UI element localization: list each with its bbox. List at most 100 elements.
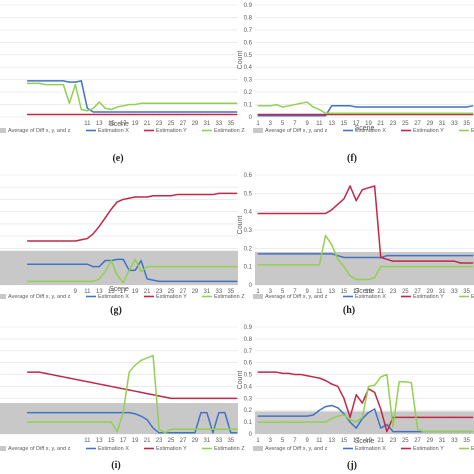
data-point [294, 415, 296, 417]
data-point [140, 111, 142, 113]
x-tick-label: 17 [120, 438, 127, 444]
x-tick-label: 17 [353, 121, 360, 127]
data-point [294, 103, 296, 106]
data-point [56, 263, 59, 265]
data-point [343, 414, 345, 416]
data-point [349, 185, 351, 187]
data-point [331, 383, 333, 385]
data-point [453, 266, 455, 268]
data-point [282, 106, 284, 108]
data-point [324, 113, 327, 116]
data-point [194, 280, 196, 282]
x-tick-label: 31 [439, 121, 446, 127]
data-point [152, 427, 154, 429]
data-point [146, 357, 148, 359]
data-point [374, 185, 376, 187]
data-point [466, 112, 468, 114]
data-point [269, 105, 271, 107]
data-point [224, 113, 226, 116]
data-point [164, 113, 166, 116]
data-point [257, 105, 259, 107]
data-point [44, 80, 47, 82]
data-point [152, 113, 154, 116]
data-point [257, 113, 259, 116]
data-point [386, 112, 388, 114]
data-point [386, 113, 388, 116]
data-point [300, 212, 302, 215]
data-point [355, 200, 357, 202]
data-point [218, 280, 220, 282]
data-point [116, 387, 118, 389]
data-point [472, 255, 474, 257]
data-point [68, 240, 70, 242]
x-tick-label: 15 [341, 438, 348, 444]
data-point [441, 106, 443, 108]
x-tick-label: 25 [402, 121, 409, 127]
data-point [176, 193, 178, 196]
data-point [447, 416, 449, 418]
x-tick-label: 7 [293, 289, 297, 295]
data-point [26, 80, 29, 82]
x-tick-label: 33 [216, 121, 223, 127]
data-point [80, 80, 82, 82]
y-tick-label: 0.3 [244, 396, 253, 402]
x-tick-label: 9 [74, 289, 78, 295]
data-point [50, 263, 53, 265]
data-point [257, 253, 259, 255]
data-point [337, 105, 339, 107]
data-point [361, 106, 363, 108]
data-point [288, 212, 290, 215]
data-point [466, 113, 468, 116]
data-point [200, 193, 202, 196]
data-point [337, 112, 339, 114]
data-point [170, 266, 172, 268]
data-point [86, 280, 88, 282]
data-point [122, 198, 124, 201]
data-point [92, 421, 94, 423]
data-point [459, 262, 462, 264]
data-point [146, 113, 148, 116]
x-tick-label: 25 [402, 438, 409, 444]
y-tick-label: 0.8 [244, 15, 253, 21]
data-point [380, 408, 382, 410]
data-point [152, 111, 154, 113]
data-point [212, 113, 214, 116]
x-tick-label: 33 [216, 289, 223, 295]
data-point [459, 431, 462, 433]
data-point [80, 239, 82, 241]
x-tick-label: 11 [84, 438, 91, 444]
data-point [288, 113, 290, 116]
data-point [343, 105, 345, 107]
data-point [62, 80, 64, 82]
data-point [92, 266, 94, 268]
data-point [74, 81, 76, 83]
data-point [224, 397, 226, 399]
data-point [453, 255, 455, 257]
data-point [374, 256, 376, 259]
data-point [312, 115, 314, 117]
data-point [435, 260, 437, 262]
data-point [230, 280, 232, 282]
x-tick-label: 31 [439, 289, 446, 295]
data-point [312, 421, 314, 423]
x-tick-label: 15 [341, 289, 348, 295]
data-point [275, 113, 278, 116]
legend-label: Es [471, 446, 474, 452]
data-point [158, 428, 160, 430]
data-point [472, 112, 474, 114]
data-point [306, 253, 308, 255]
data-point [122, 105, 124, 107]
data-point [416, 416, 419, 418]
data-point [182, 111, 184, 113]
data-point [44, 113, 47, 116]
x-tick-label: 21 [377, 289, 384, 295]
data-point [26, 371, 29, 373]
data-point [224, 102, 226, 104]
legend-label: Average of Diff x, y, and z [265, 294, 328, 300]
data-point [257, 371, 259, 373]
data-point [466, 262, 468, 264]
data-point [170, 280, 172, 282]
data-point [152, 195, 154, 197]
data-point [122, 113, 124, 116]
